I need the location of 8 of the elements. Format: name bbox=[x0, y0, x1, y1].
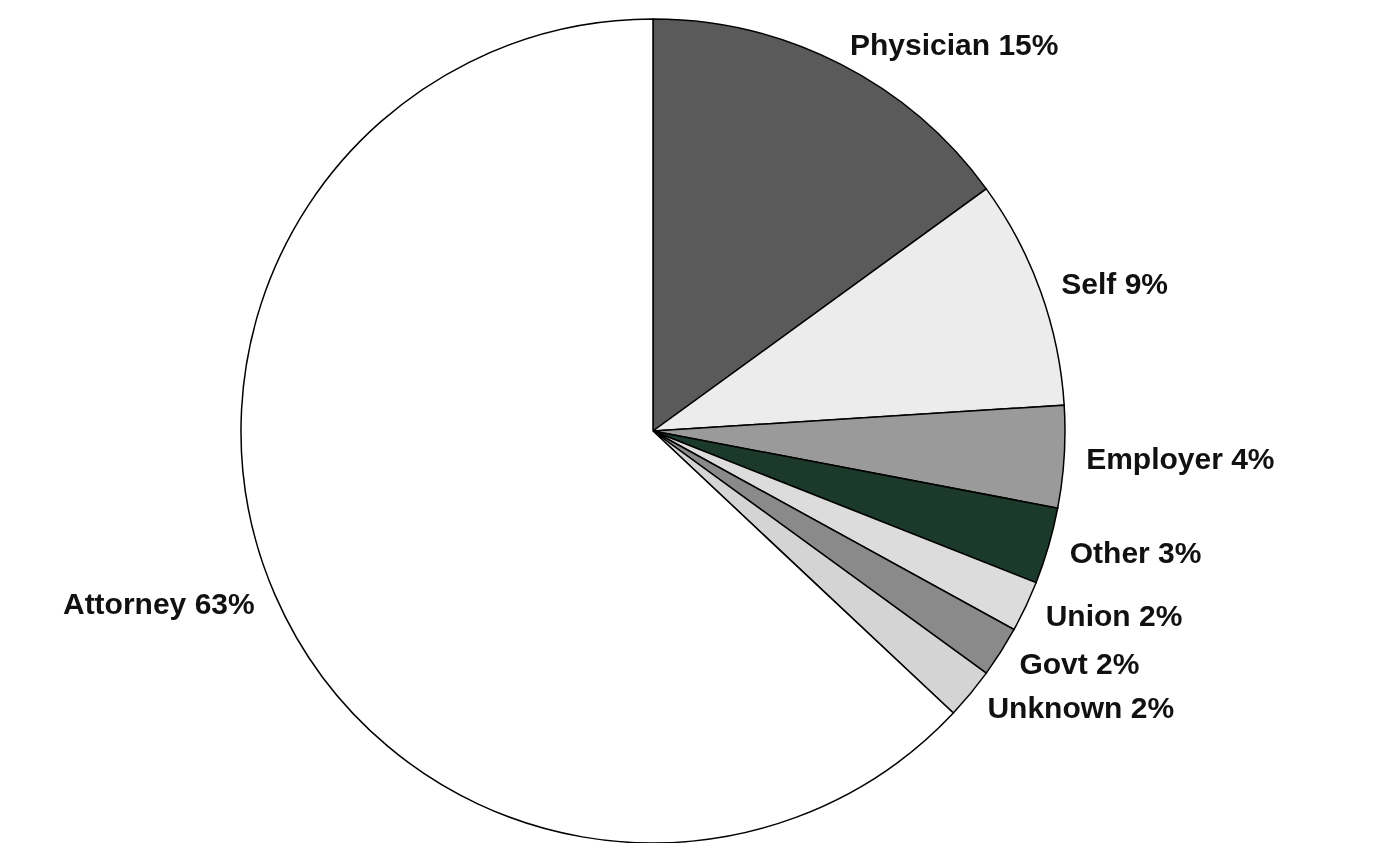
slice-label: Union 2% bbox=[1045, 599, 1183, 633]
slice-label: Self 9% bbox=[1061, 267, 1169, 301]
slice-label: Employer 4% bbox=[1086, 441, 1275, 475]
slice-label: Govt 2% bbox=[1019, 647, 1140, 681]
slice-label: Physician 15% bbox=[850, 27, 1059, 61]
slice-label: Attorney 63% bbox=[62, 586, 255, 620]
slice-label: Unknown 2% bbox=[987, 691, 1175, 725]
slice-label: Other 3% bbox=[1069, 535, 1202, 569]
